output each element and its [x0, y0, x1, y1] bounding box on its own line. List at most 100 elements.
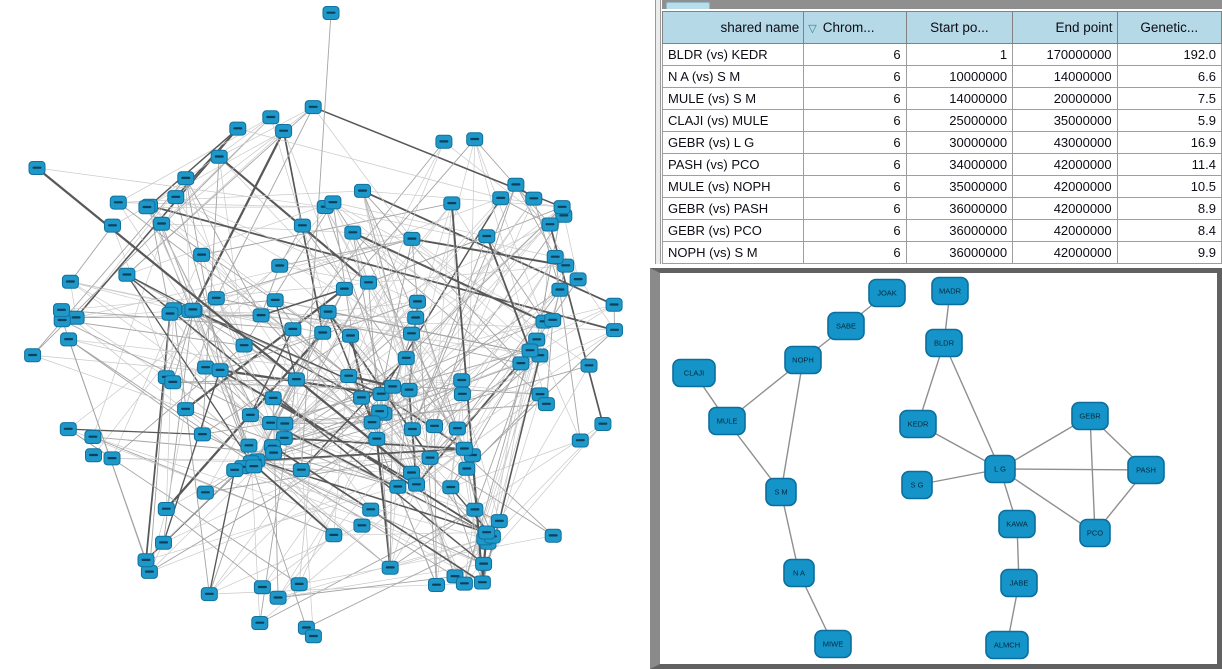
- table-cell[interactable]: 6.6: [1116, 65, 1222, 88]
- network-node[interactable]: [24, 348, 42, 363]
- network-node[interactable]: [319, 304, 337, 319]
- table-row[interactable]: GEBR (vs) L G 6 30000000 43000000 16.9: [661, 131, 1222, 154]
- network-node[interactable]: [240, 438, 258, 453]
- network-node[interactable]: [196, 485, 214, 500]
- table-row[interactable]: MULE (vs) S M 6 14000000 20000000 7.5: [661, 87, 1222, 110]
- table-cell[interactable]: 6: [803, 175, 907, 198]
- table-cell[interactable]: 42000000: [1012, 197, 1118, 220]
- network-node[interactable]: [53, 303, 70, 318]
- subnetwork-canvas[interactable]: JOAK MADR SABE BLDR NOPH CLAJI MULE KEDR GEBR L G…: [660, 273, 1217, 664]
- network-node[interactable]: [443, 196, 461, 211]
- network-node[interactable]: [403, 422, 421, 437]
- network-node[interactable]: [478, 525, 496, 540]
- network-node[interactable]: [138, 200, 156, 215]
- network-node[interactable]: [458, 461, 476, 476]
- table-cell[interactable]: 8.4: [1116, 219, 1222, 242]
- table-tab[interactable]: [666, 2, 710, 9]
- network-node[interactable]: [324, 195, 342, 210]
- table-cell[interactable]: MULE (vs) NOPH: [661, 175, 805, 198]
- subnetwork-node-CLAJI[interactable]: CLAJI: [672, 358, 716, 388]
- network-node[interactable]: [193, 247, 211, 262]
- table-cell[interactable]: BLDR (vs) KEDR: [661, 43, 805, 66]
- network-node[interactable]: [284, 322, 302, 337]
- table-cell[interactable]: 5.9: [1116, 109, 1222, 132]
- table-cell[interactable]: 11.4: [1116, 153, 1222, 176]
- network-node[interactable]: [507, 177, 525, 192]
- subnetwork-node-JOAK[interactable]: JOAK: [868, 278, 906, 308]
- network-node[interactable]: [421, 450, 439, 465]
- network-node[interactable]: [453, 373, 471, 388]
- table-row[interactable]: BLDR (vs) KEDR 6 1 170000000 192.0: [661, 43, 1222, 66]
- network-node[interactable]: [304, 100, 322, 115]
- column-header-shared-name[interactable]: shared name: [661, 11, 805, 44]
- network-node[interactable]: [226, 463, 244, 478]
- table-cell[interactable]: 6: [803, 219, 907, 242]
- network-node[interactable]: [322, 6, 340, 20]
- network-node[interactable]: [84, 430, 102, 444]
- subnetwork-node-MULE[interactable]: MULE: [708, 406, 746, 436]
- network-node[interactable]: [546, 250, 564, 264]
- subnetwork-edge-LG-PCO[interactable]: [999, 468, 1096, 534]
- network-node[interactable]: [251, 616, 269, 630]
- subnetwork-node-LG[interactable]: L G: [984, 454, 1016, 484]
- table-cell[interactable]: 35000000: [1012, 109, 1118, 132]
- table-cell[interactable]: 7.5: [1116, 87, 1222, 110]
- network-node[interactable]: [466, 132, 484, 147]
- network-node[interactable]: [400, 382, 418, 397]
- network-node[interactable]: [193, 427, 211, 442]
- network-node[interactable]: [448, 421, 466, 436]
- subnetwork-node-MIWE[interactable]: MIWE: [814, 629, 852, 659]
- subnetwork-edge-NOPH-SM[interactable]: [780, 359, 804, 493]
- table-cell[interactable]: 9.9: [1116, 241, 1222, 264]
- network-node[interactable]: [455, 576, 473, 591]
- table-cell[interactable]: 6: [803, 65, 907, 88]
- network-node[interactable]: [157, 502, 175, 516]
- network-node[interactable]: [61, 274, 79, 289]
- network-node[interactable]: [455, 441, 473, 456]
- network-node[interactable]: [426, 419, 443, 434]
- table-cell[interactable]: 16.9: [1116, 131, 1222, 154]
- network-node[interactable]: [544, 528, 562, 543]
- network-node[interactable]: [528, 332, 546, 347]
- subnetwork-node-SABE[interactable]: SABE: [827, 311, 865, 341]
- network-node[interactable]: [353, 518, 371, 533]
- table-cell[interactable]: 8.9: [1116, 197, 1222, 220]
- network-node[interactable]: [103, 451, 121, 466]
- table-cell[interactable]: PASH (vs) PCO: [661, 153, 805, 176]
- network-node[interactable]: [161, 306, 179, 321]
- network-node[interactable]: [403, 465, 420, 480]
- table-cell[interactable]: 36000000: [905, 219, 1014, 242]
- subnetwork-node-NA[interactable]: N A: [783, 558, 815, 588]
- table-cell[interactable]: 6: [803, 87, 907, 110]
- network-node[interactable]: [118, 267, 136, 282]
- network-node[interactable]: [265, 445, 283, 460]
- network-node[interactable]: [473, 575, 491, 590]
- network-node[interactable]: [241, 408, 259, 423]
- network-node[interactable]: [200, 587, 218, 602]
- network-node[interactable]: [525, 191, 543, 206]
- network-node[interactable]: [207, 291, 225, 306]
- subnetwork-node-PCO[interactable]: PCO: [1079, 518, 1111, 548]
- table-cell[interactable]: 42000000: [1012, 175, 1118, 198]
- network-node[interactable]: [109, 195, 127, 210]
- network-node[interactable]: [335, 281, 353, 296]
- column-header-chromosome[interactable]: ▽ Chrom...: [803, 11, 907, 44]
- subnetwork-node-PASH[interactable]: PASH: [1127, 455, 1165, 485]
- network-node[interactable]: [153, 216, 171, 231]
- network-node[interactable]: [408, 477, 425, 492]
- table-cell[interactable]: N A (vs) S M: [661, 65, 805, 88]
- subnetwork-node-KEDR[interactable]: KEDR: [899, 409, 937, 439]
- network-node[interactable]: [384, 379, 402, 394]
- table-cell[interactable]: 25000000: [905, 109, 1014, 132]
- subnetwork-edge-BLDR-LG[interactable]: [943, 342, 1001, 470]
- network-node[interactable]: [389, 479, 407, 494]
- table-cell[interactable]: 6: [803, 109, 907, 132]
- network-node[interactable]: [580, 358, 598, 373]
- network-node[interactable]: [521, 343, 539, 358]
- table-cell[interactable]: CLAJI (vs) MULE: [661, 109, 805, 132]
- network-node[interactable]: [360, 275, 377, 290]
- table-cell[interactable]: MULE (vs) S M: [661, 87, 805, 110]
- table-row[interactable]: NOPH (vs) S M 6 36000000 42000000 9.9: [661, 241, 1222, 264]
- network-node[interactable]: [453, 387, 471, 402]
- panel-splitter[interactable]: [655, 0, 661, 264]
